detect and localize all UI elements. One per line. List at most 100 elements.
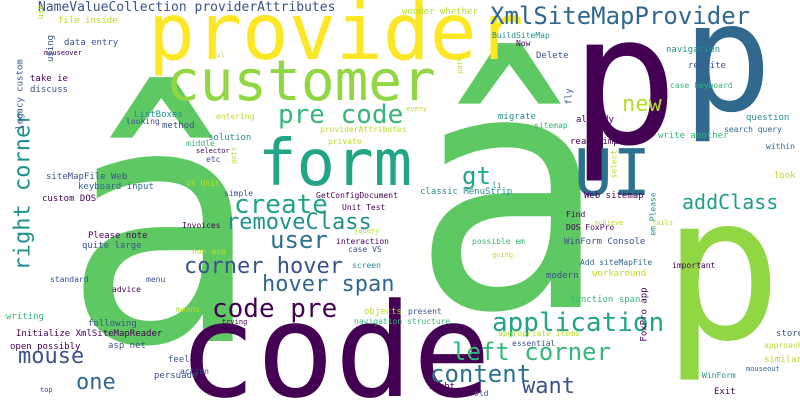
word: discuss (30, 85, 68, 95)
word: every (406, 105, 428, 113)
word: create (234, 190, 328, 220)
word: right corner (10, 111, 36, 271)
word: middle (186, 139, 215, 148)
word: left corner (452, 338, 611, 366)
word: UI (574, 137, 652, 211)
word: modern (546, 271, 579, 281)
word: mouse (18, 344, 85, 369)
word: keyboard input (78, 182, 154, 192)
word: essential (512, 339, 556, 348)
word: mouseover (44, 49, 82, 57)
word: advice (112, 285, 141, 294)
word: pre code (278, 100, 404, 130)
word: new (622, 92, 662, 117)
word: migrate (498, 112, 536, 122)
word: case VS (348, 245, 382, 254)
word: addClass (682, 190, 779, 214)
word: within (766, 142, 795, 151)
word: achieve (594, 219, 624, 227)
word: gets (229, 147, 238, 164)
word: non asp (192, 247, 226, 256)
word: li (492, 181, 502, 190)
word: p (570, 0, 679, 186)
word: Initialize XmlSiteMapReader (16, 329, 163, 339)
word: following (88, 319, 137, 329)
word: VS Unit (186, 179, 220, 188)
word: navigation (666, 45, 721, 55)
word: â (410, 1, 609, 385)
word: corner hover (184, 254, 343, 279)
word: solution (208, 133, 252, 143)
word: WinForm Console (564, 237, 646, 247)
word: GetConfigDocument (316, 191, 398, 200)
word: selector (196, 147, 230, 155)
word: present (408, 307, 442, 316)
word: application (492, 308, 665, 338)
word: custom DOS (42, 194, 97, 204)
word: use (36, 4, 46, 20)
word: code pre (212, 294, 338, 324)
word: trying (222, 318, 248, 326)
word: possible em (472, 237, 525, 246)
word: function span (570, 295, 641, 305)
word: Find (566, 210, 586, 219)
word: DOS FoxPro (566, 223, 615, 232)
word: write another (658, 131, 729, 141)
word: one (76, 370, 116, 395)
word: p (682, 0, 773, 146)
word: sitemap (534, 121, 568, 130)
word: simple (224, 189, 253, 198)
word: Exit (714, 387, 736, 397)
word: approach (764, 341, 800, 350)
word: Please note (88, 231, 148, 241)
word: similar read (764, 355, 800, 365)
word: quite large (82, 241, 142, 251)
word: siteMapFile Web (46, 172, 128, 182)
word: legacy custom (15, 59, 26, 130)
word: stored (776, 329, 800, 339)
word: search query (724, 125, 782, 134)
word: providerAttributes (320, 125, 407, 134)
word: old (474, 389, 489, 398)
word: fly (564, 88, 575, 105)
word: want (522, 374, 575, 399)
word: path (455, 57, 464, 74)
word: user (270, 226, 328, 254)
word: ListBoxes (134, 110, 183, 120)
word: using (46, 34, 57, 63)
word: file inside (58, 16, 118, 26)
word: FoxPro app (639, 287, 650, 342)
word: look (774, 171, 796, 181)
word: means (176, 305, 201, 314)
word: workaround (592, 269, 647, 279)
word: rewrite (688, 61, 726, 71)
word: XmlSiteMapProvider (490, 2, 751, 30)
word: p (662, 153, 783, 386)
word: important (672, 261, 716, 270)
word: appropriate items (498, 329, 580, 338)
word: â (62, 35, 261, 400)
word: etc (206, 155, 221, 164)
word: looking (126, 117, 160, 126)
word: read simple (570, 137, 630, 147)
word: going (492, 251, 514, 259)
word: mouseout (746, 365, 780, 373)
word: removeClass (226, 210, 372, 235)
word: navigation structure (354, 317, 451, 326)
word: code (178, 275, 492, 400)
word: jquery (354, 227, 380, 235)
word: interaction (336, 237, 389, 246)
word: case keyboard (670, 81, 733, 90)
word: entering (216, 112, 255, 121)
word: BuildSiteMap (492, 31, 550, 40)
word: wonder whether (402, 7, 478, 17)
word: open possibly (10, 342, 81, 352)
word: Web sitemap (584, 191, 644, 201)
word: asp net (108, 341, 146, 351)
word: WinForm (702, 371, 736, 380)
word: Now (516, 39, 531, 48)
word: select (609, 149, 619, 179)
word: private (328, 137, 362, 146)
word: screen (352, 261, 381, 270)
